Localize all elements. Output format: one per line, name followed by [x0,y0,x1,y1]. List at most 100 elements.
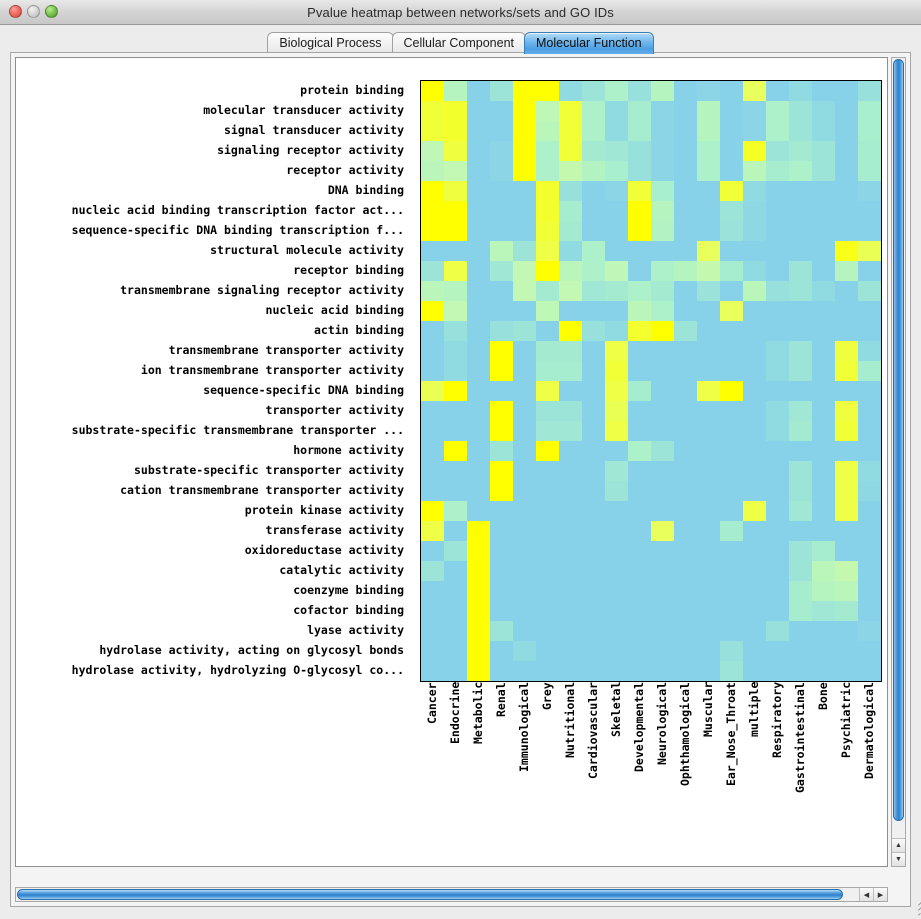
heatmap-cell[interactable] [697,221,720,241]
heatmap-cell[interactable] [582,201,605,221]
heatmap-cell[interactable] [812,121,835,141]
heatmap-cell[interactable] [628,161,651,181]
heatmap-cell[interactable] [835,641,858,661]
heatmap-cell[interactable] [858,521,881,541]
heatmap-cell[interactable] [743,361,766,381]
heatmap-cell[interactable] [743,421,766,441]
heatmap-cell[interactable] [444,581,467,601]
heatmap-cell[interactable] [444,361,467,381]
heatmap-cell[interactable] [628,601,651,621]
heatmap-cell[interactable] [789,301,812,321]
heatmap-cell[interactable] [513,601,536,621]
heatmap-cell[interactable] [582,601,605,621]
heatmap-cell[interactable] [628,441,651,461]
heatmap-cell[interactable] [513,321,536,341]
heatmap-cell[interactable] [582,121,605,141]
heatmap-cell[interactable] [444,81,467,101]
heatmap-cell[interactable] [720,521,743,541]
heatmap-cell[interactable] [536,121,559,141]
heatmap-cell[interactable] [812,281,835,301]
heatmap-cell[interactable] [490,281,513,301]
heatmap-cell[interactable] [490,261,513,281]
heatmap-cell[interactable] [628,281,651,301]
heatmap-cell[interactable] [858,421,881,441]
heatmap-cell[interactable] [467,541,490,561]
heatmap-cell[interactable] [467,441,490,461]
heatmap-cell[interactable] [674,261,697,281]
heatmap-cell[interactable] [651,641,674,661]
heatmap-cell[interactable] [858,661,881,681]
heatmap-cell[interactable] [858,621,881,641]
heatmap-cell[interactable] [766,621,789,641]
heatmap-cell[interactable] [559,501,582,521]
scroll-up-icon[interactable]: ▲ [892,838,905,852]
heatmap-cell[interactable] [582,381,605,401]
heatmap-cell[interactable] [559,541,582,561]
heatmap-cell[interactable] [720,501,743,521]
heatmap-cell[interactable] [720,181,743,201]
heatmap-cell[interactable] [513,181,536,201]
heatmap-cell[interactable] [582,441,605,461]
heatmap-cell[interactable] [720,341,743,361]
heatmap-cell[interactable] [490,501,513,521]
heatmap-cell[interactable] [582,341,605,361]
heatmap-cell[interactable] [766,281,789,301]
heatmap-cell[interactable] [490,401,513,421]
heatmap-cell[interactable] [628,261,651,281]
heatmap-cell[interactable] [536,181,559,201]
heatmap-cell[interactable] [766,381,789,401]
heatmap-cell[interactable] [536,161,559,181]
heatmap-cell[interactable] [743,381,766,401]
heatmap-cell[interactable] [467,601,490,621]
heatmap-cell[interactable] [858,261,881,281]
heatmap-cell[interactable] [490,121,513,141]
heatmap-cell[interactable] [628,181,651,201]
heatmap-cell[interactable] [582,501,605,521]
heatmap-cell[interactable] [490,381,513,401]
heatmap-cell[interactable] [789,581,812,601]
heatmap-cell[interactable] [559,121,582,141]
heatmap-cell[interactable] [421,201,444,221]
heatmap-cell[interactable] [789,101,812,121]
heatmap-cell[interactable] [559,381,582,401]
heatmap-cell[interactable] [605,481,628,501]
heatmap-cell[interactable] [467,521,490,541]
heatmap-cell[interactable] [858,541,881,561]
heatmap-cell[interactable] [835,161,858,181]
heatmap-cell[interactable] [605,281,628,301]
heatmap-cell[interactable] [559,461,582,481]
heatmap-cell[interactable] [513,261,536,281]
heatmap-canvas[interactable]: protein binding molecular transducer acti… [15,57,888,867]
heatmap-cell[interactable] [605,261,628,281]
heatmap-cell[interactable] [858,221,881,241]
heatmap-cell[interactable] [766,261,789,281]
heatmap-cell[interactable] [628,201,651,221]
heatmap-cell[interactable] [720,241,743,261]
heatmap-cell[interactable] [743,121,766,141]
heatmap-cell[interactable] [651,661,674,681]
heatmap-cell[interactable] [444,601,467,621]
heatmap-cell[interactable] [674,641,697,661]
heatmap-cell[interactable] [536,601,559,621]
heatmap-cell[interactable] [766,321,789,341]
heatmap-cell[interactable] [720,481,743,501]
vertical-scrollbar[interactable]: ▲ ▼ [891,57,906,867]
heatmap-cell[interactable] [444,521,467,541]
scroll-left-icon[interactable]: ◀ [859,888,873,901]
heatmap-cell[interactable] [444,501,467,521]
heatmap-cell[interactable] [835,381,858,401]
heatmap-cell[interactable] [789,501,812,521]
heatmap-cell[interactable] [605,441,628,461]
heatmap-cell[interactable] [582,81,605,101]
heatmap-cell[interactable] [858,581,881,601]
heatmap-cell[interactable] [697,501,720,521]
heatmap-cell[interactable] [651,181,674,201]
heatmap-cell[interactable] [421,141,444,161]
heatmap-cell[interactable] [651,461,674,481]
heatmap-cell[interactable] [628,481,651,501]
heatmap-cell[interactable] [743,521,766,541]
heatmap-cell[interactable] [720,461,743,481]
heatmap-cell[interactable] [421,481,444,501]
heatmap-cell[interactable] [697,661,720,681]
heatmap-cell[interactable] [582,561,605,581]
